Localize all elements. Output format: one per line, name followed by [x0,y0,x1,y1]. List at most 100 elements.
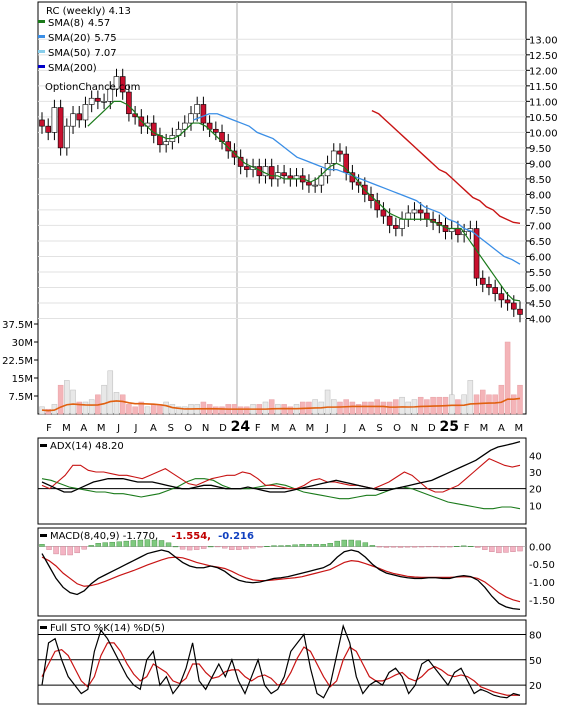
x-axis-label: A [498,423,505,434]
volume-bar [144,406,151,415]
candle-body [51,107,58,133]
x-axis-label: M [480,423,489,434]
x-axis-label: J [116,423,120,434]
candle-body [330,150,337,164]
stochastic-lines [41,623,521,699]
x-axis-label: S [168,423,174,434]
candle-body [417,209,424,214]
x-axis-label: M [271,423,280,434]
x-axis-label: N [202,423,209,434]
volume-bar [324,389,331,415]
macd-hist-bar [411,546,418,548]
macd-hist-bar [81,546,87,550]
macd-signal-line [41,556,521,603]
volume-bar [132,406,138,415]
price-tick-label: 11.50 [529,82,558,93]
macd-hist-bar [137,539,144,547]
macd-hist-bar [144,539,151,547]
volume-bar [467,380,474,415]
volume-axis: 37.5M 30M 22.5M 15M 7.5M [2,320,38,403]
x-axis-labels: F M A M J J A S O N D 24 F M A M J J A S O N D 25 F M A M [46,419,523,435]
macd-hist-bar [130,540,137,547]
macd-lines [41,549,521,611]
candle-body [57,107,64,149]
adx-legend-swatch [40,444,47,447]
volume-bar [455,399,461,415]
legend-series-value: 4.57 [88,18,110,29]
candle-body [64,125,70,149]
macd-hist-bar [123,540,130,547]
volume-bar [150,404,157,415]
price-tick-label: 12.50 [529,51,558,62]
price-tick-label: 9.00 [529,159,551,170]
candle-body [424,212,430,220]
adx-grid: 40 30 20 10 [38,451,542,512]
macd-hist-bar [454,546,460,547]
candle-body [479,277,486,285]
macd-panel: 0.00 -0.50 -1.00 -1.50 MACD(8,40,9) -1.770,… [37,527,555,617]
legend-swatch [38,20,45,23]
macd-line [41,549,521,611]
candle-body [504,299,511,304]
volume-bar [312,399,318,415]
volume-bar [380,401,387,415]
volume-bar [101,384,107,415]
macd-hist-bar [193,546,200,550]
macd-tick-label: -1.50 [529,596,555,607]
candle-body [45,125,52,133]
price-tick-label: 12.00 [529,66,558,77]
legend-series-name: SMA(50) [48,48,90,59]
macd-hist-bar [208,546,214,548]
candle-body [82,104,89,121]
macd-hist-bar [376,546,383,548]
candle-body [113,76,120,90]
minus-di-line [41,478,521,510]
volume-bar [64,380,70,415]
macd-hist-bar [362,542,369,547]
sma50-line [371,110,521,224]
legend-series-name: SMA(200) [48,63,97,74]
volume-bar [113,392,120,415]
candle-body [119,76,126,93]
macd-hist-bar [327,543,333,547]
macd-hist-bar [116,541,123,547]
watermark: OptionChance.com [45,82,140,93]
legend-item: SMA(20) 5.75 [48,33,117,44]
price-tick-label: 10.00 [529,128,558,139]
candle-body [150,122,157,136]
price-tick-label: 8.00 [529,190,551,201]
macd-hist-bar [503,546,509,553]
candle-body [194,104,200,115]
candle-body [393,225,399,229]
price-tick-label: 4.50 [529,299,551,310]
macd-hist-bar [102,542,108,547]
candlesticks [39,68,523,323]
macd-hist-bar [348,539,354,547]
macd-hist-bar [215,546,221,548]
candle-body [126,91,132,115]
price-grid [38,38,526,319]
x-axis-label: A [359,423,366,434]
candle-body [39,119,45,127]
volume-bar [70,389,76,415]
adx-line [41,441,521,493]
volume-bar [492,394,498,415]
x-axis-label: F [46,423,52,434]
candle-body [455,228,461,236]
price-tick-label: 7.00 [529,221,551,232]
volume-bar [175,406,182,415]
candle-body [517,308,523,315]
volume-tick-label: 7.5M [8,392,33,403]
legend-swatch [38,50,45,53]
macd-hist-bar [39,544,45,547]
x-axis-label: A [289,423,296,434]
adx-panel: 40 30 20 10 ADX(14) 48.20 [37,437,542,525]
candle-body [262,166,269,177]
price-panel: 13.00 12.50 12.00 11.50 11.00 10.50 10.00 9.50 9… [2,1,558,415]
volume-bar [157,404,163,415]
sto-legend-swatch [40,626,47,629]
macd-hist-bar [236,546,242,550]
x-axis-label: A [150,423,157,434]
macd-hist-bar [271,545,277,547]
